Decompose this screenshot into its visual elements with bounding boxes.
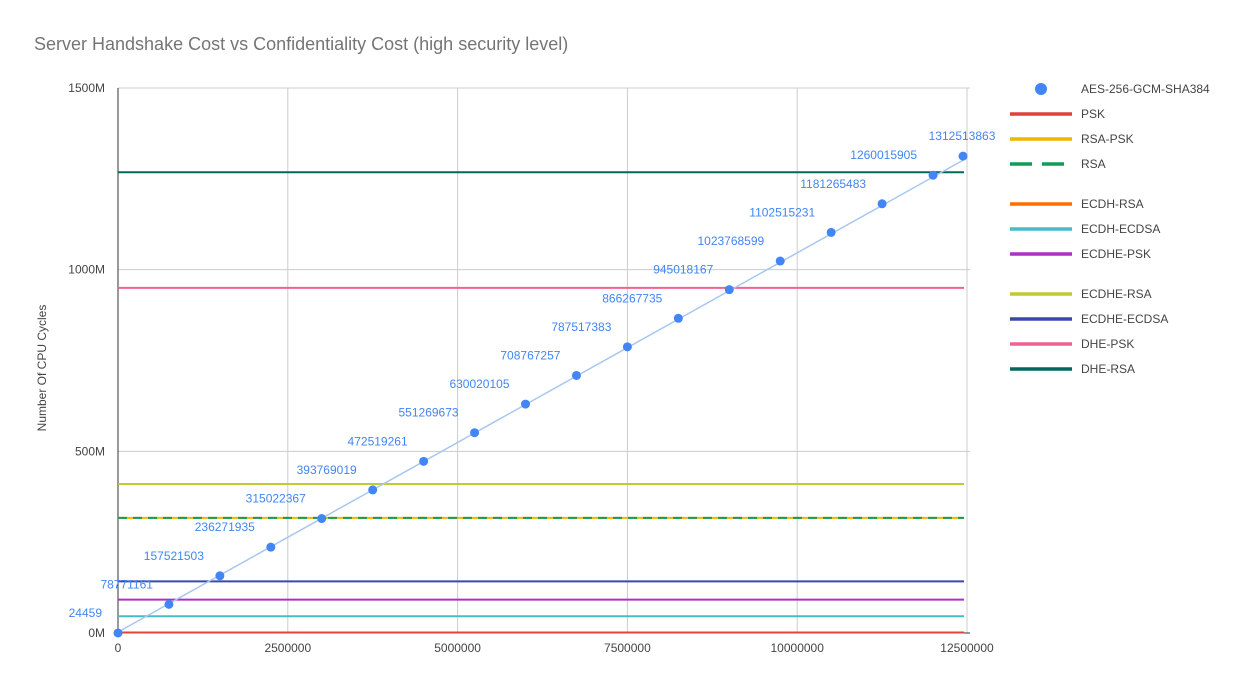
- data-point: [826, 227, 836, 237]
- points-layer: [113, 151, 968, 638]
- x-tick-label: 12500000: [940, 641, 994, 655]
- trendline-layer: [117, 157, 968, 633]
- x-tick-label: 7500000: [604, 641, 651, 655]
- data-point: [317, 514, 327, 524]
- legend-label: RSA: [1081, 157, 1106, 171]
- data-label: 945018167: [653, 263, 713, 277]
- y-tick-label: 1500M: [68, 81, 105, 95]
- legend-label: RSA-PSK: [1081, 132, 1134, 146]
- data-point: [958, 151, 968, 161]
- legend-label: PSK: [1081, 107, 1105, 121]
- data-label: 1023768599: [697, 234, 764, 248]
- data-point: [775, 256, 785, 266]
- data-point: [571, 370, 581, 380]
- data-label: 472519261: [348, 434, 408, 448]
- data-point: [724, 285, 734, 295]
- data-point: [419, 456, 429, 466]
- data-label: 1181265483: [800, 177, 866, 191]
- chart-title: Server Handshake Cost vs Confidentiality…: [34, 34, 569, 54]
- data-labels-layer: 24459 78771161 157521503 236271935 315022367…: [69, 129, 996, 620]
- data-point: [368, 485, 378, 495]
- data-label: 236271935: [195, 520, 255, 534]
- data-label: 157521503: [144, 549, 204, 563]
- data-label: 393769019: [297, 463, 357, 477]
- data-point: [521, 399, 531, 409]
- legend-label: AES-256-GCM-SHA384: [1081, 82, 1210, 96]
- legend-label: DHE-RSA: [1081, 362, 1135, 376]
- trendline: [117, 157, 968, 633]
- legend-label: ECDHE-PSK: [1081, 247, 1151, 261]
- data-point: [673, 313, 683, 323]
- data-point: [215, 571, 225, 581]
- y-tick-label: 1000M: [68, 263, 105, 277]
- legend-marker: [1035, 83, 1047, 95]
- x-tick-label: 10000000: [771, 641, 825, 655]
- legend: AES-256-GCM-SHA384 PSK RSA-PSK RSA ECDH-RSA E…: [1010, 82, 1210, 376]
- data-label: 630020105: [449, 377, 509, 391]
- data-point: [622, 342, 632, 352]
- y-tick-label: 500M: [75, 444, 105, 458]
- y-axis-title: Number Of CPU Cycles: [35, 305, 49, 432]
- data-point: [164, 599, 174, 609]
- data-label: 551269673: [399, 406, 459, 420]
- data-label: 78771161: [100, 577, 153, 591]
- data-label: 1312513863: [929, 129, 996, 143]
- data-label: 708767257: [500, 348, 560, 362]
- x-tick-label: 0: [115, 641, 122, 655]
- legend-label: ECDH-ECDSA: [1081, 222, 1160, 236]
- data-label: 1260015905: [850, 148, 917, 162]
- data-label: 866267735: [602, 291, 662, 305]
- data-label: 787517383: [551, 320, 611, 334]
- x-tick-label: 5000000: [434, 641, 481, 655]
- data-point: [266, 542, 276, 552]
- x-tick-label: 2500000: [264, 641, 311, 655]
- y-tick-label: 0M: [88, 626, 105, 640]
- grid-layer: [118, 87, 970, 634]
- reference-lines-layer: [118, 171, 964, 634]
- data-label: 1102515231: [749, 205, 815, 219]
- legend-label: ECDH-RSA: [1081, 197, 1144, 211]
- legend-label: ECDHE-ECDSA: [1081, 312, 1168, 326]
- data-label: 315022367: [246, 492, 306, 506]
- axis-layer: 0 2500000 5000000 7500000 10000000 12500000 0M…: [68, 81, 994, 655]
- legend-label: DHE-PSK: [1081, 337, 1134, 351]
- data-point: [928, 170, 938, 180]
- data-point: [113, 628, 123, 638]
- legend-label: ECDHE-RSA: [1081, 287, 1152, 301]
- data-point: [470, 428, 480, 438]
- data-label: 24459: [69, 606, 103, 620]
- data-point: [877, 199, 887, 209]
